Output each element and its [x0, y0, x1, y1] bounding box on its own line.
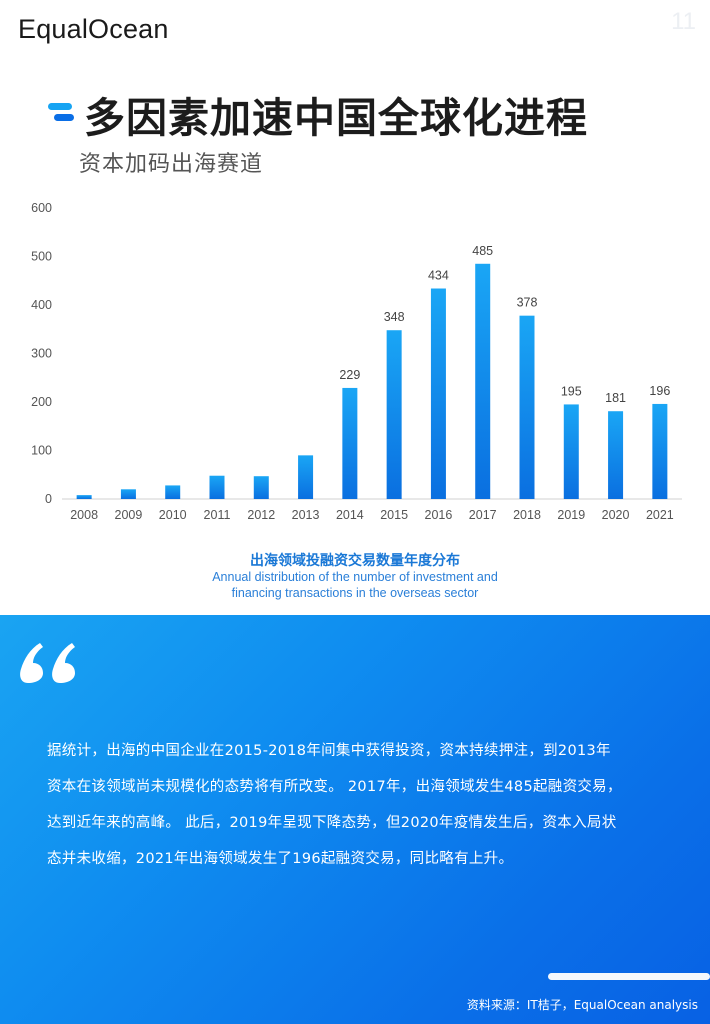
y-tick-label: 100 — [31, 444, 52, 458]
bar-2009 — [120, 489, 136, 499]
bar-2021 — [652, 403, 668, 499]
summary-line: 达到近年来的高峰。 此后，2019年呈现下降态势，但2020年疫情发生后，资本入… — [47, 815, 617, 831]
bar-2017 — [475, 263, 491, 499]
page-subtitle: 资本加码出海赛道 — [79, 152, 264, 177]
y-tick-label: 500 — [31, 250, 52, 264]
page-title: 多因素加速中国全球化进程 — [84, 94, 588, 142]
x-tick-label: 2017 — [469, 508, 497, 522]
x-tick-label: 2014 — [336, 508, 364, 522]
chart-caption-en-line1: Annual distribution of the number of inv… — [212, 570, 498, 584]
data-label: 229 — [339, 368, 360, 382]
bar-2020 — [608, 411, 624, 499]
bar-2010 — [165, 485, 181, 499]
scrollbar-handle[interactable] — [548, 973, 710, 980]
y-tick-label: 0 — [45, 492, 52, 506]
data-label: 485 — [472, 244, 493, 258]
bar-2014 — [342, 387, 358, 499]
summary-line: 资本在该领域尚未规模化的态势将有所改变。 2017年，出海领域发生485起融资交… — [47, 779, 622, 795]
data-label: 181 — [605, 391, 626, 405]
x-tick-label: 2019 — [557, 508, 585, 522]
bar-chart: 0 100 200 300 400 500 600 2008 2009 2010 2011 2012… — [31, 201, 682, 522]
data-label: 378 — [517, 296, 538, 310]
summary-line: 据统计，出海的中国企业在2015-2018年间集中获得投资，资本持续押注，到20… — [47, 743, 611, 759]
data-label: 195 — [561, 384, 582, 398]
x-tick-label: 2008 — [70, 508, 98, 522]
equalocean-logo: EqualOcean — [18, 14, 169, 45]
y-tick-label: 400 — [31, 298, 52, 312]
y-tick-label: 300 — [31, 347, 52, 361]
x-tick-label: 2011 — [204, 508, 231, 522]
bar-2012 — [253, 476, 269, 499]
x-tick-label: 2009 — [115, 508, 143, 522]
bar-2015 — [386, 330, 402, 499]
y-tick-label: 600 — [31, 201, 52, 215]
x-tick-label: 2020 — [602, 508, 630, 522]
chart-caption-en-line2: financing transactions in the overseas s… — [231, 586, 479, 600]
x-tick-label: 2010 — [159, 508, 187, 522]
page-number: 11 — [671, 8, 696, 35]
x-tick-label: 2012 — [247, 508, 275, 522]
x-tick-label: 2016 — [425, 508, 453, 522]
x-tick-label: 2021 — [646, 508, 674, 522]
bar-2018 — [519, 315, 535, 499]
y-tick-label: 200 — [31, 395, 52, 409]
x-tick-label: 2018 — [513, 508, 541, 522]
summary-panel: 据统计，出海的中国企业在2015-2018年间集中获得投资，资本持续押注，到20… — [0, 615, 710, 1024]
data-label: 434 — [428, 269, 449, 283]
bar-2011 — [209, 475, 225, 499]
chart-caption-zh: 出海领域投融资交易数量年度分布 — [250, 553, 460, 569]
logo-text: EqualOcean — [18, 14, 169, 44]
bar-2016 — [430, 288, 446, 499]
data-label: 196 — [649, 384, 670, 398]
summary-line: 态并未收缩，2021年出海领域发生了196起融资交易，同比略有上升。 — [47, 851, 514, 867]
bar-2019 — [563, 404, 579, 499]
quote-icon — [20, 643, 75, 683]
x-tick-label: 2013 — [292, 508, 320, 522]
bar-2013 — [298, 455, 314, 499]
x-tick-label: 2015 — [380, 508, 408, 522]
source-note: 资料来源：IT桔子，EqualOcean analysis — [466, 998, 698, 1012]
summary-text: 据统计，出海的中国企业在2015-2018年间集中获得投资，资本持续押注，到20… — [47, 733, 687, 877]
title-mark-icon — [48, 103, 74, 121]
bar-2008 — [76, 495, 92, 499]
data-label: 348 — [384, 310, 405, 324]
